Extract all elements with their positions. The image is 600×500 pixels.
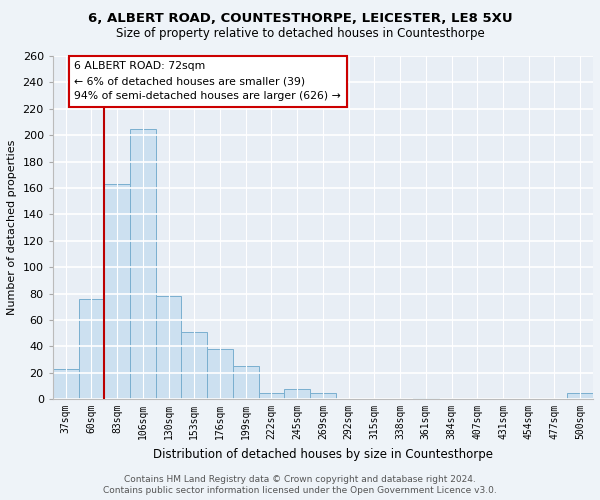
Bar [130,128,155,399]
Bar [104,184,130,399]
Bar [233,366,259,399]
Bar [79,299,104,399]
Bar [413,398,439,399]
Text: 6, ALBERT ROAD, COUNTESTHORPE, LEICESTER, LE8 5XU: 6, ALBERT ROAD, COUNTESTHORPE, LEICESTER… [88,12,512,26]
X-axis label: Distribution of detached houses by size in Countesthorpe: Distribution of detached houses by size … [153,448,493,460]
Bar [284,388,310,399]
Bar [207,349,233,399]
Text: Size of property relative to detached houses in Countesthorpe: Size of property relative to detached ho… [116,28,484,40]
Bar [568,392,593,399]
Text: Contains public sector information licensed under the Open Government Licence v3: Contains public sector information licen… [103,486,497,495]
Text: 6 ALBERT ROAD: 72sqm
← 6% of detached houses are smaller (39)
94% of semi-detach: 6 ALBERT ROAD: 72sqm ← 6% of detached ho… [74,61,341,102]
Bar [181,332,207,399]
Bar [53,369,79,399]
Bar [310,392,336,399]
Bar [259,392,284,399]
Bar [155,296,181,399]
Y-axis label: Number of detached properties: Number of detached properties [7,140,17,315]
Text: Contains HM Land Registry data © Crown copyright and database right 2024.: Contains HM Land Registry data © Crown c… [124,475,476,484]
